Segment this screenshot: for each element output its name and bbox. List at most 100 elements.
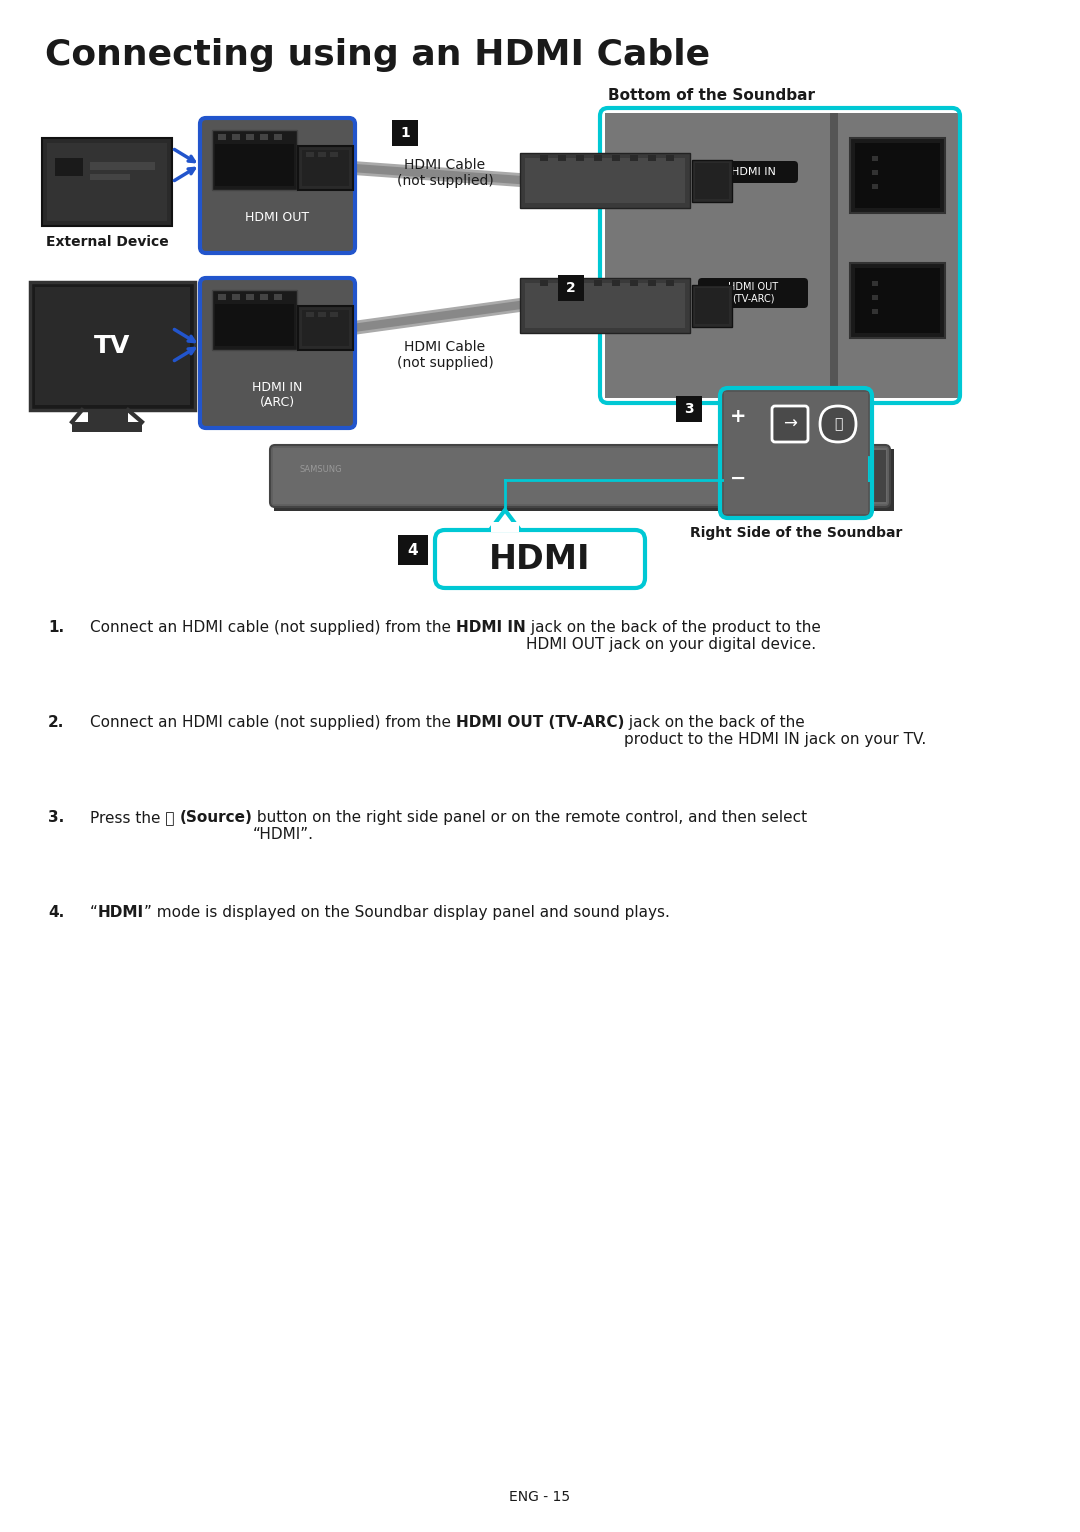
Text: 1: 1 [400,126,410,139]
FancyBboxPatch shape [200,118,355,253]
Bar [558,276,584,300]
Bar [72,421,141,432]
Bar [87,411,129,421]
FancyBboxPatch shape [708,161,798,182]
Bar [558,280,566,286]
Text: Connect an HDMI cable (not supplied) from the: Connect an HDMI cable (not supplied) fro… [90,715,456,731]
Bar [318,152,326,156]
Text: HDMI IN: HDMI IN [456,620,526,634]
FancyBboxPatch shape [200,277,355,427]
Bar [848,450,886,502]
Bar [648,280,656,286]
Bar [55,158,83,176]
Bar [525,283,685,328]
Bar [232,133,240,139]
Bar [298,146,353,190]
Bar [232,294,240,300]
Text: Right Side of the Soundbar: Right Side of the Soundbar [690,525,902,539]
Text: HDMI Cable
(not supplied): HDMI Cable (not supplied) [396,158,494,188]
Text: HDMI Cable
(not supplied): HDMI Cable (not supplied) [396,340,494,371]
Bar [692,285,732,326]
FancyBboxPatch shape [698,277,808,308]
Bar [855,268,940,332]
Bar [872,280,878,286]
Bar [724,392,868,515]
Bar [558,155,566,161]
FancyBboxPatch shape [820,406,856,443]
FancyBboxPatch shape [435,530,645,588]
Bar [630,280,638,286]
Bar [42,138,172,227]
Bar [273,447,887,504]
Text: 2.: 2. [48,715,65,731]
Bar [855,142,940,208]
Bar [850,264,945,339]
Bar [666,280,674,286]
Bar [872,170,878,175]
Text: 3.: 3. [48,810,64,826]
Bar [306,313,314,317]
Text: button on the right side panel or on the remote control, and then select
“HDMI”.: button on the right side panel or on the… [253,810,808,843]
Bar [491,522,519,532]
Bar [48,142,167,221]
Text: External Device: External Device [45,234,168,250]
Bar [246,133,254,139]
Bar [302,150,349,185]
Bar [594,280,602,286]
Text: jack on the back of the
product to the HDMI IN jack on your TV.: jack on the back of the product to the H… [624,715,927,748]
Text: 3: 3 [685,401,693,417]
Bar [35,286,190,404]
Bar [666,155,674,161]
Text: SAMSUNG: SAMSUNG [300,466,342,473]
Bar [850,138,945,213]
Text: TV: TV [94,334,131,358]
Bar [594,155,602,161]
Text: 1.: 1. [48,620,64,634]
Bar [872,296,878,300]
Bar [260,294,268,300]
Bar [260,133,268,139]
FancyBboxPatch shape [270,444,890,507]
Bar [274,133,282,139]
Bar [215,303,294,346]
Text: HDMI: HDMI [98,905,144,921]
Bar [519,277,690,332]
Text: →: → [783,415,797,434]
FancyBboxPatch shape [772,406,808,443]
Bar [274,294,282,300]
Text: (Source): (Source) [179,810,253,826]
Text: HDMI: HDMI [489,542,591,576]
Text: Connect an HDMI cable (not supplied) from the: Connect an HDMI cable (not supplied) fro… [90,620,456,634]
Bar [274,449,894,512]
Bar [576,155,584,161]
Text: Connecting using an HDMI Cable: Connecting using an HDMI Cable [45,38,711,72]
Bar [872,156,878,161]
Bar [399,535,428,565]
Bar [831,113,838,398]
Bar [576,280,584,286]
Text: +: + [730,406,746,426]
Text: ⏻: ⏻ [834,417,842,430]
Bar [519,153,690,208]
Bar [612,155,620,161]
Text: HDMI IN: HDMI IN [730,167,775,178]
Text: ENG - 15: ENG - 15 [510,1491,570,1504]
Bar [212,130,297,190]
Bar [218,133,226,139]
Bar [676,395,702,421]
Bar [605,113,960,398]
Text: HDMI IN
(ARC): HDMI IN (ARC) [252,381,302,409]
Text: 4: 4 [407,542,418,558]
Bar [246,294,254,300]
Text: 2: 2 [566,280,576,296]
Bar [218,294,226,300]
Bar [696,288,729,323]
Bar [540,280,548,286]
Text: HDMI OUT: HDMI OUT [245,211,309,224]
Text: “: “ [90,905,98,921]
Bar [90,175,130,179]
Text: Bottom of the Soundbar: Bottom of the Soundbar [608,87,815,103]
Bar [302,309,349,346]
Text: 4.: 4. [48,905,64,921]
Bar [212,290,297,349]
